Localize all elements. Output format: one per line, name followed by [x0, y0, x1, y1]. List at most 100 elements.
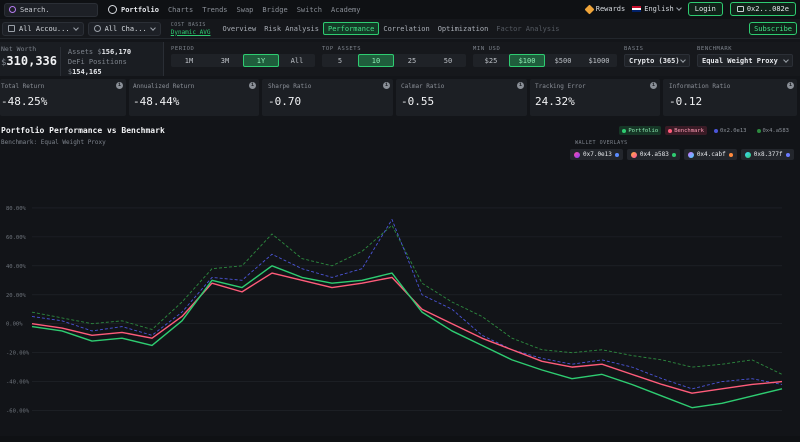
search-input[interactable]: Search.	[4, 2, 98, 17]
top-assets-option-50[interactable]: 50	[443, 56, 453, 65]
net-worth-label: Net Worth	[1, 45, 37, 53]
series-line-0x4-a583	[31, 224, 783, 375]
benchmark-select[interactable]: Equal Weight Proxy	[697, 54, 793, 67]
wallet-avatar-icon	[687, 151, 694, 158]
chains-select[interactable]: All Cha...	[87, 21, 161, 36]
info-icon[interactable]: i	[116, 82, 123, 89]
status-dot-icon	[614, 152, 619, 157]
legend-dot-icon	[756, 128, 761, 133]
subscribe-button[interactable]: Subscribe	[749, 22, 797, 35]
basis-filter: BASIS Crypto (365)	[624, 42, 690, 76]
net-worth-panel: Net Worth $310,336 Assets $156,170 DeFi …	[0, 42, 164, 76]
legend-dot-icon	[714, 128, 718, 133]
period-option-all[interactable]: All	[290, 56, 304, 65]
nav-item-charts[interactable]: Charts	[167, 5, 194, 14]
min-usd-option-1000[interactable]: $1000	[588, 56, 610, 65]
chart-title: Portfolio Performance vs Benchmark	[1, 126, 165, 135]
y-tick-label: -20.00%	[6, 351, 30, 357]
net-worth-value: $310,336	[1, 54, 57, 68]
top-bar: Search. Portfolio Charts Trends Swap Bri…	[0, 0, 800, 19]
legend-benchmark[interactable]: Benchmark	[665, 126, 707, 135]
analysis-tabs: Overview Risk Analysis Performance Corre…	[218, 22, 563, 35]
performance-chart[interactable]: -60.00% -40.00% -20.00% 0.00% 20.00% 40.00% 60…	[0, 175, 800, 433]
min-usd-option-100[interactable]: $100	[509, 54, 545, 67]
wallet-avatar-icon	[630, 151, 637, 158]
cost-basis-value[interactable]: Dynamic AVG	[170, 28, 211, 36]
login-button[interactable]: Login	[687, 2, 723, 16]
benchmark-filter: BENCHMARK Equal Weight Proxy	[697, 42, 793, 76]
chart-panel: Portfolio Performance vs Benchmark Bench…	[0, 120, 800, 442]
tab-correlation[interactable]: Correlation	[383, 24, 430, 33]
nav-item-swap[interactable]: Swap	[236, 5, 254, 14]
period-option-1y[interactable]: 1Y	[243, 54, 279, 67]
status-dot-icon	[728, 152, 733, 157]
overlay-wallet-2[interactable]: 0x4.a583	[626, 149, 680, 160]
info-icon[interactable]: i	[383, 82, 390, 89]
tab-optimization[interactable]: Optimization	[437, 24, 489, 33]
chevron-down-icon	[149, 24, 156, 31]
secondary-bar: All Accou... All Cha... COST BASIS Dynam…	[0, 19, 800, 39]
min-usd-option-25[interactable]: $25	[484, 56, 498, 65]
cost-basis-label: COST BASIS	[170, 21, 206, 28]
nav-item-trends[interactable]: Trends	[202, 5, 228, 14]
overlay-wallet-1[interactable]: 0x7.0e13	[570, 149, 623, 160]
filters-panel: PERIOD 1M 3M 1Y All TOP ASSETS 5 10 25 5…	[164, 42, 800, 76]
rewards-button[interactable]: Rewards	[584, 4, 625, 14]
globe-icon	[93, 25, 101, 32]
y-tick-label: -40.00%	[6, 380, 30, 386]
defi-positions-value: DeFi Positions $154,165	[67, 58, 127, 76]
tab-risk-analysis[interactable]: Risk Analysis	[264, 24, 319, 33]
chevron-down-icon	[72, 24, 79, 31]
metric-card-information-ratio: Information Ratio -0.12 i	[663, 79, 797, 116]
language-select[interactable]: English	[632, 5, 682, 13]
cost-basis[interactable]: COST BASIS Dynamic AVG	[171, 22, 211, 36]
top-assets-option-25[interactable]: 25	[407, 56, 417, 65]
legend-portfolio[interactable]: Portfolio	[619, 126, 662, 135]
metrics-row: Total Return -48.25% i Annualized Return…	[0, 79, 800, 116]
top-right-actions: Rewards English Login 0x2...082e	[584, 2, 796, 16]
overlay-wallet-3[interactable]: 0x4.cabf	[683, 149, 737, 160]
info-icon[interactable]: i	[249, 82, 256, 89]
y-tick-label: -60.00%	[6, 409, 30, 415]
rewards-icon	[584, 4, 595, 14]
nav-item-switch[interactable]: Switch	[296, 5, 322, 14]
accounts-select[interactable]: All Accou...	[2, 21, 84, 36]
min-usd-option-500[interactable]: $500	[554, 56, 572, 65]
nav-item-academy[interactable]: Academy	[330, 5, 361, 14]
tab-performance[interactable]: Performance	[323, 22, 380, 35]
top-assets-option-10[interactable]: 10	[358, 54, 394, 67]
info-icon[interactable]: i	[787, 82, 794, 89]
metric-card-total-return: Total Return -48.25% i	[0, 79, 126, 116]
chart-legend: Portfolio Benchmark 0x2.0e13 0x4.a583	[619, 126, 792, 135]
bottom-bar	[0, 436, 800, 442]
basis-select[interactable]: Crypto (365)	[624, 54, 690, 67]
tab-overview[interactable]: Overview	[222, 24, 257, 33]
wallet-overlays: 0x7.0e13 0x4.a583 0x4.cabf 0x8.377f	[570, 149, 794, 160]
legend-series-0x4[interactable]: 0x4.a583	[754, 126, 793, 135]
y-tick-label: 40.00%	[6, 264, 27, 270]
metric-card-calmar-ratio: Calmar Ratio -0.55 i	[396, 79, 527, 116]
nav-item-portfolio[interactable]: Portfolio	[108, 5, 159, 14]
wallet-button[interactable]: 0x2...082e	[729, 2, 796, 16]
period-option-1m[interactable]: 1M	[184, 56, 194, 65]
top-assets-option-5[interactable]: 5	[337, 56, 343, 65]
info-icon[interactable]: i	[517, 82, 524, 89]
wallet-icon	[736, 6, 744, 12]
nav-item-bridge[interactable]: Bridge	[262, 5, 288, 14]
info-icon[interactable]: i	[650, 82, 657, 89]
wallet-overlays-label: WALLET OVERLAYS	[575, 140, 628, 146]
tab-factor-analysis[interactable]: Factor Analysis	[496, 24, 560, 33]
status-dot-icon	[671, 152, 676, 157]
series-line-0x2-0e13	[31, 219, 783, 390]
wallet-avatar-icon	[574, 151, 580, 158]
y-tick-label: 20.00%	[6, 293, 27, 299]
y-tick-label: 80.00%	[6, 206, 27, 212]
period-option-3m[interactable]: 3M	[220, 56, 230, 65]
overlay-wallet-4[interactable]: 0x8.377f	[740, 149, 794, 160]
legend-series-0x2[interactable]: 0x2.0e13	[711, 126, 750, 135]
flag-icon	[632, 6, 642, 12]
logo-icon	[108, 5, 117, 14]
accounts-icon	[8, 25, 15, 32]
series-line-portfolio	[31, 265, 783, 409]
chevron-down-icon	[680, 56, 686, 63]
